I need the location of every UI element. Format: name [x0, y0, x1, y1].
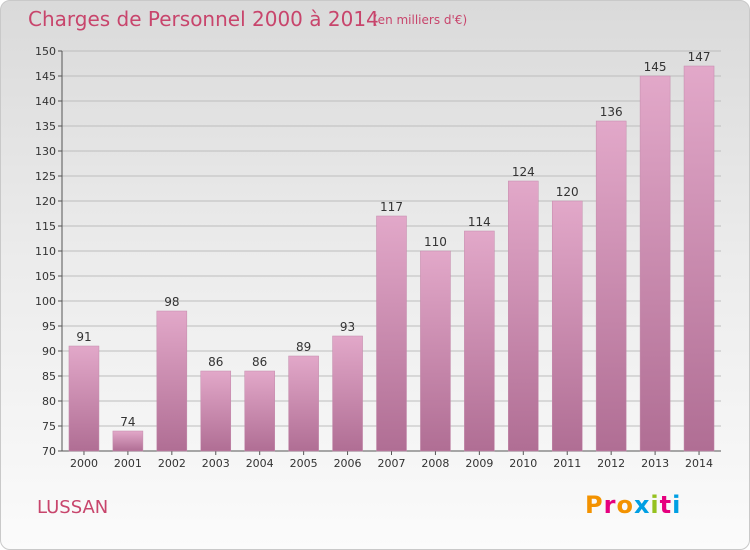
y-tick-label: 140	[35, 95, 56, 108]
data-label-2004: 86	[252, 355, 267, 369]
bars	[68, 65, 715, 452]
data-label-2008: 110	[424, 235, 447, 249]
bar-2002	[156, 310, 188, 452]
y-tick-label: 135	[35, 120, 56, 133]
bar-2007	[376, 215, 407, 452]
y-tick-label: 90	[42, 345, 56, 358]
data-label-2002: 98	[164, 295, 179, 309]
logo-letter: i	[650, 491, 660, 519]
logo-letter: t	[659, 491, 673, 519]
y-tick-label: 115	[35, 220, 56, 233]
bar-2013	[639, 75, 671, 452]
y-tick-label: 70	[42, 445, 56, 458]
x-tick-label-2008: 2008	[421, 457, 449, 470]
data-label-2001: 74	[120, 415, 135, 429]
x-tick-label-2001: 2001	[114, 457, 142, 470]
data-label-2000: 91	[76, 330, 91, 344]
y-tick-label: 130	[35, 145, 56, 158]
y-tick-labels: 70 75 80 85 90 95 100 105 110 115 120 125 130 135 140 1…	[35, 45, 56, 458]
y-tick-label: 85	[42, 370, 56, 383]
y-tick-label: 145	[35, 70, 56, 83]
x-tick-label-2013: 2013	[641, 457, 669, 470]
x-tick-label-2009: 2009	[465, 457, 493, 470]
y-tick-label: 75	[42, 420, 56, 433]
x-tick-label-2005: 2005	[290, 457, 318, 470]
x-tick-labels: 2000 2001 2002 2003 2004 2005 2006 2007 2008 2009…	[70, 457, 713, 470]
y-tick-label: 100	[35, 295, 56, 308]
bar-2014	[683, 65, 715, 452]
x-tick-label-2007: 2007	[378, 457, 406, 470]
chart-title: Charges de Personnel 2000 à 2014	[28, 7, 379, 31]
y-tick-label: 150	[35, 45, 56, 58]
bar-2011	[551, 200, 583, 452]
x-tick-label-2014: 2014	[685, 457, 713, 470]
y-tick-label: 80	[42, 395, 56, 408]
logo-letter: i	[672, 491, 682, 519]
x-tick-label-2002: 2002	[158, 457, 186, 470]
data-label-2003: 86	[208, 355, 223, 369]
bar-2004	[244, 370, 275, 452]
data-label-2013: 145	[644, 60, 667, 74]
bar-2012	[595, 120, 627, 452]
data-label-2011: 120	[556, 185, 579, 199]
logo-letter: r	[603, 491, 617, 519]
data-label-2010: 124	[512, 165, 535, 179]
chart-subtitle: (en milliers d'€)	[373, 13, 468, 27]
bar-2009	[464, 230, 495, 452]
logo-letter: P	[585, 491, 604, 519]
bar-2001	[112, 430, 144, 452]
x-tick-label-2003: 2003	[202, 457, 230, 470]
bar-2010	[508, 180, 539, 452]
x-tick-label-2010: 2010	[509, 457, 537, 470]
logo-letter: x	[633, 491, 651, 519]
data-label-2006: 93	[340, 320, 355, 334]
data-label-2012: 136	[600, 105, 623, 119]
bar-2003	[200, 370, 232, 452]
y-tick-label: 105	[35, 270, 56, 283]
bar-2008	[420, 250, 451, 452]
x-tick-label-2006: 2006	[334, 457, 362, 470]
x-tick-label-2011: 2011	[553, 457, 581, 470]
y-tick-label: 110	[35, 245, 56, 258]
data-labels: 91 74 98 86 86 89 93 117 110 114 124 120 136 145 147	[76, 50, 710, 429]
x-tick-label-2004: 2004	[246, 457, 274, 470]
bar-2005	[288, 355, 319, 452]
commune-name: LUSSAN	[37, 497, 109, 518]
data-label-2009: 114	[468, 215, 491, 229]
data-label-2005: 89	[296, 340, 311, 354]
logo-letter: o	[616, 491, 634, 519]
data-label-2007: 117	[380, 200, 403, 214]
x-tick-label-2012: 2012	[597, 457, 625, 470]
bar-2000	[68, 345, 100, 452]
proxiti-logo: Proxiti	[585, 491, 681, 519]
y-tick-label: 120	[35, 195, 56, 208]
y-tick-label: 95	[42, 320, 56, 333]
bar-2006	[332, 335, 363, 452]
y-tick-label: 125	[35, 170, 56, 183]
data-label-2014: 147	[688, 50, 711, 64]
x-tick-label-2000: 2000	[70, 457, 98, 470]
